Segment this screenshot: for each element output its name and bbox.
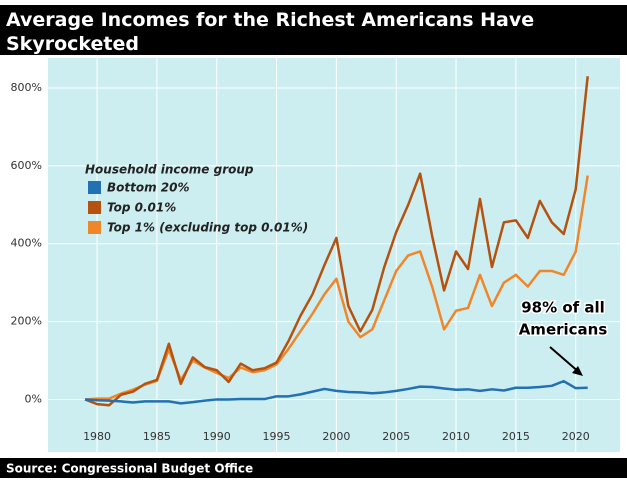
x-tick-label: 1980: [83, 430, 111, 443]
y-tick-label: 0%: [25, 392, 42, 405]
y-tick-label: 200%: [11, 315, 42, 328]
series-line: [85, 175, 589, 401]
series-line: [84, 76, 589, 407]
legend-swatch: [88, 181, 101, 194]
series-line: [85, 379, 588, 405]
x-tick-label: 1995: [263, 430, 291, 443]
y-tick-label: 400%: [11, 237, 42, 250]
annotation: Americans: [519, 321, 608, 339]
legend-label: Top 1% (excluding top 0.01%): [107, 221, 308, 235]
title-bar: [0, 5, 627, 55]
x-tick-label: 2015: [502, 430, 530, 443]
source-bar: [0, 458, 627, 478]
legend-swatch: [88, 221, 101, 234]
x-tick-label: 2020: [562, 430, 590, 443]
y-tick-label: 600%: [11, 159, 42, 172]
x-tick-label: 2000: [322, 430, 350, 443]
plot-area: [48, 58, 620, 452]
source: Source: Congressional Budget Office: [6, 462, 253, 476]
x-tick-label: 1985: [143, 430, 171, 443]
legend-title: Household income group: [85, 163, 254, 177]
y-tick-label: 800%: [11, 81, 42, 94]
legend-swatch: [88, 201, 101, 214]
annotation: 98% of all: [521, 299, 605, 317]
chart-title: Average Incomes for the Richest American…: [6, 9, 534, 55]
x-tick-label: 1990: [203, 430, 231, 443]
legend-label: Top 0.01%: [107, 201, 176, 215]
legend-label: Bottom 20%: [107, 181, 190, 195]
x-tick-label: 2010: [442, 430, 470, 443]
annotation-arrow: [549, 346, 581, 374]
annotation-arrowhead: [572, 366, 583, 376]
x-tick-label: 2005: [382, 430, 410, 443]
